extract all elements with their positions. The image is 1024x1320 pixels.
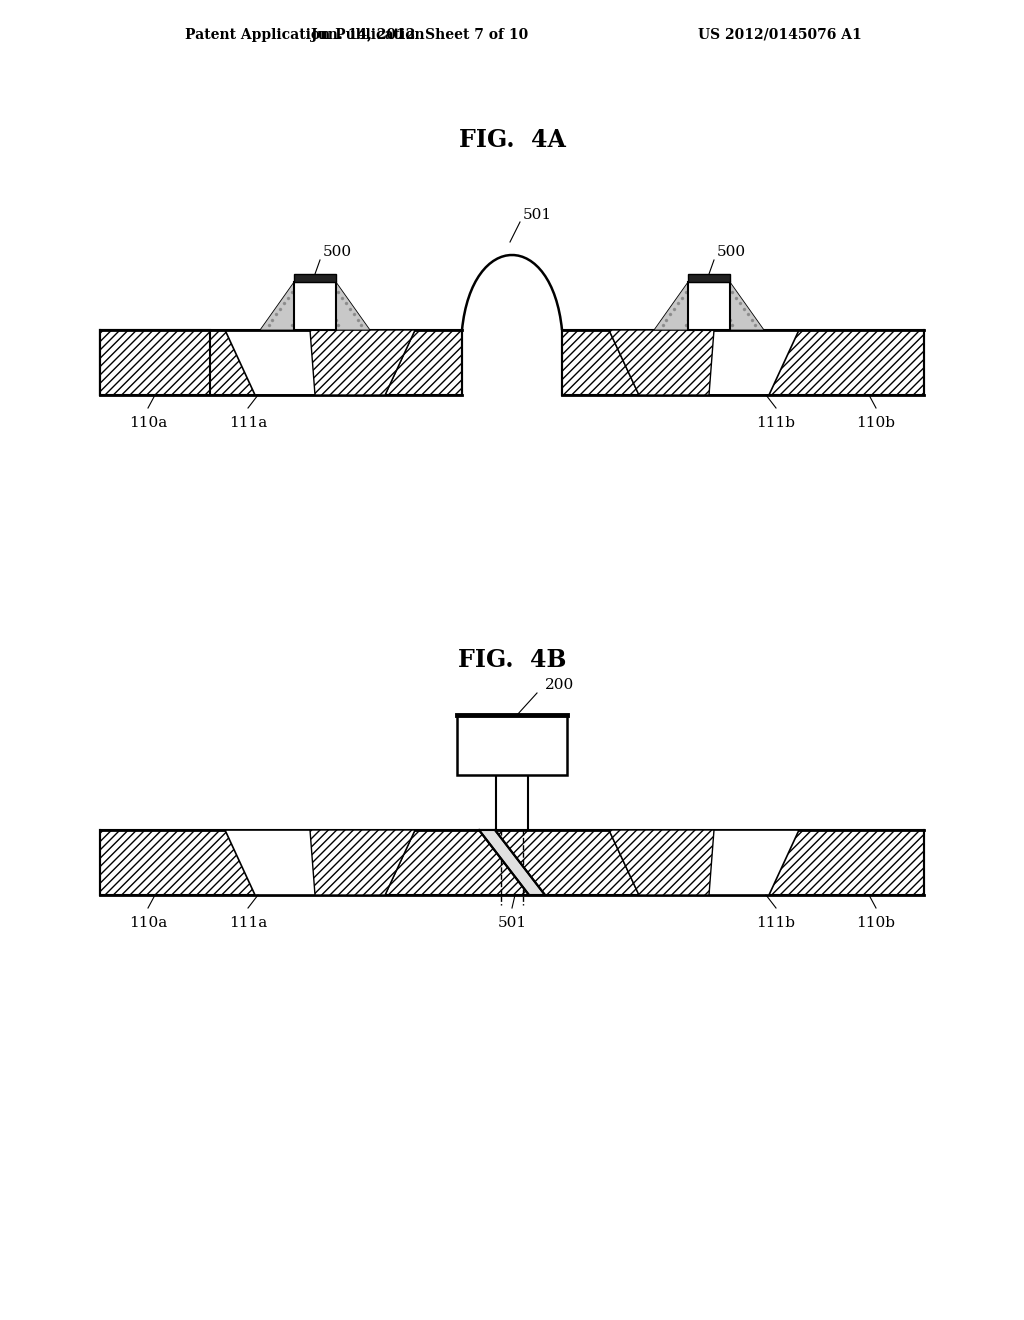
Polygon shape	[609, 830, 714, 895]
Polygon shape	[479, 830, 545, 895]
Text: Jun. 14, 2012  Sheet 7 of 10: Jun. 14, 2012 Sheet 7 of 10	[311, 28, 528, 42]
Bar	[294, 282, 336, 330]
Text: 110a: 110a	[129, 916, 167, 931]
Bar	[100, 330, 210, 395]
Text: Patent Application Publication: Patent Application Publication	[185, 28, 425, 42]
Text: 500: 500	[717, 246, 745, 259]
Text: 500: 500	[323, 246, 351, 259]
Text: FIG.  4A: FIG. 4A	[459, 128, 565, 152]
Text: 111a: 111a	[229, 916, 267, 931]
Bar	[294, 275, 336, 282]
Polygon shape	[225, 330, 415, 395]
Polygon shape	[609, 330, 714, 395]
Text: 200: 200	[546, 678, 574, 692]
Text: 111a: 111a	[229, 416, 267, 430]
Bar	[562, 330, 924, 395]
Bar	[100, 830, 924, 895]
Text: FIG.  4B: FIG. 4B	[458, 648, 566, 672]
Text: 111b: 111b	[757, 916, 796, 931]
Bar	[688, 282, 730, 330]
Polygon shape	[609, 830, 799, 895]
Bar	[496, 775, 528, 830]
Polygon shape	[260, 282, 370, 330]
Polygon shape	[310, 330, 415, 395]
Text: 111b: 111b	[757, 416, 796, 430]
Polygon shape	[609, 330, 799, 395]
Text: 110a: 110a	[129, 416, 167, 430]
Polygon shape	[310, 830, 415, 895]
Polygon shape	[225, 830, 415, 895]
Text: 501: 501	[522, 209, 552, 222]
Text: 501: 501	[498, 916, 526, 931]
Bar	[100, 330, 462, 395]
Polygon shape	[654, 282, 764, 330]
Text: 110b: 110b	[856, 916, 896, 931]
Bar	[688, 275, 730, 282]
Text: US 2012/0145076 A1: US 2012/0145076 A1	[698, 28, 862, 42]
Text: 110b: 110b	[856, 416, 896, 430]
Bar	[457, 715, 567, 775]
